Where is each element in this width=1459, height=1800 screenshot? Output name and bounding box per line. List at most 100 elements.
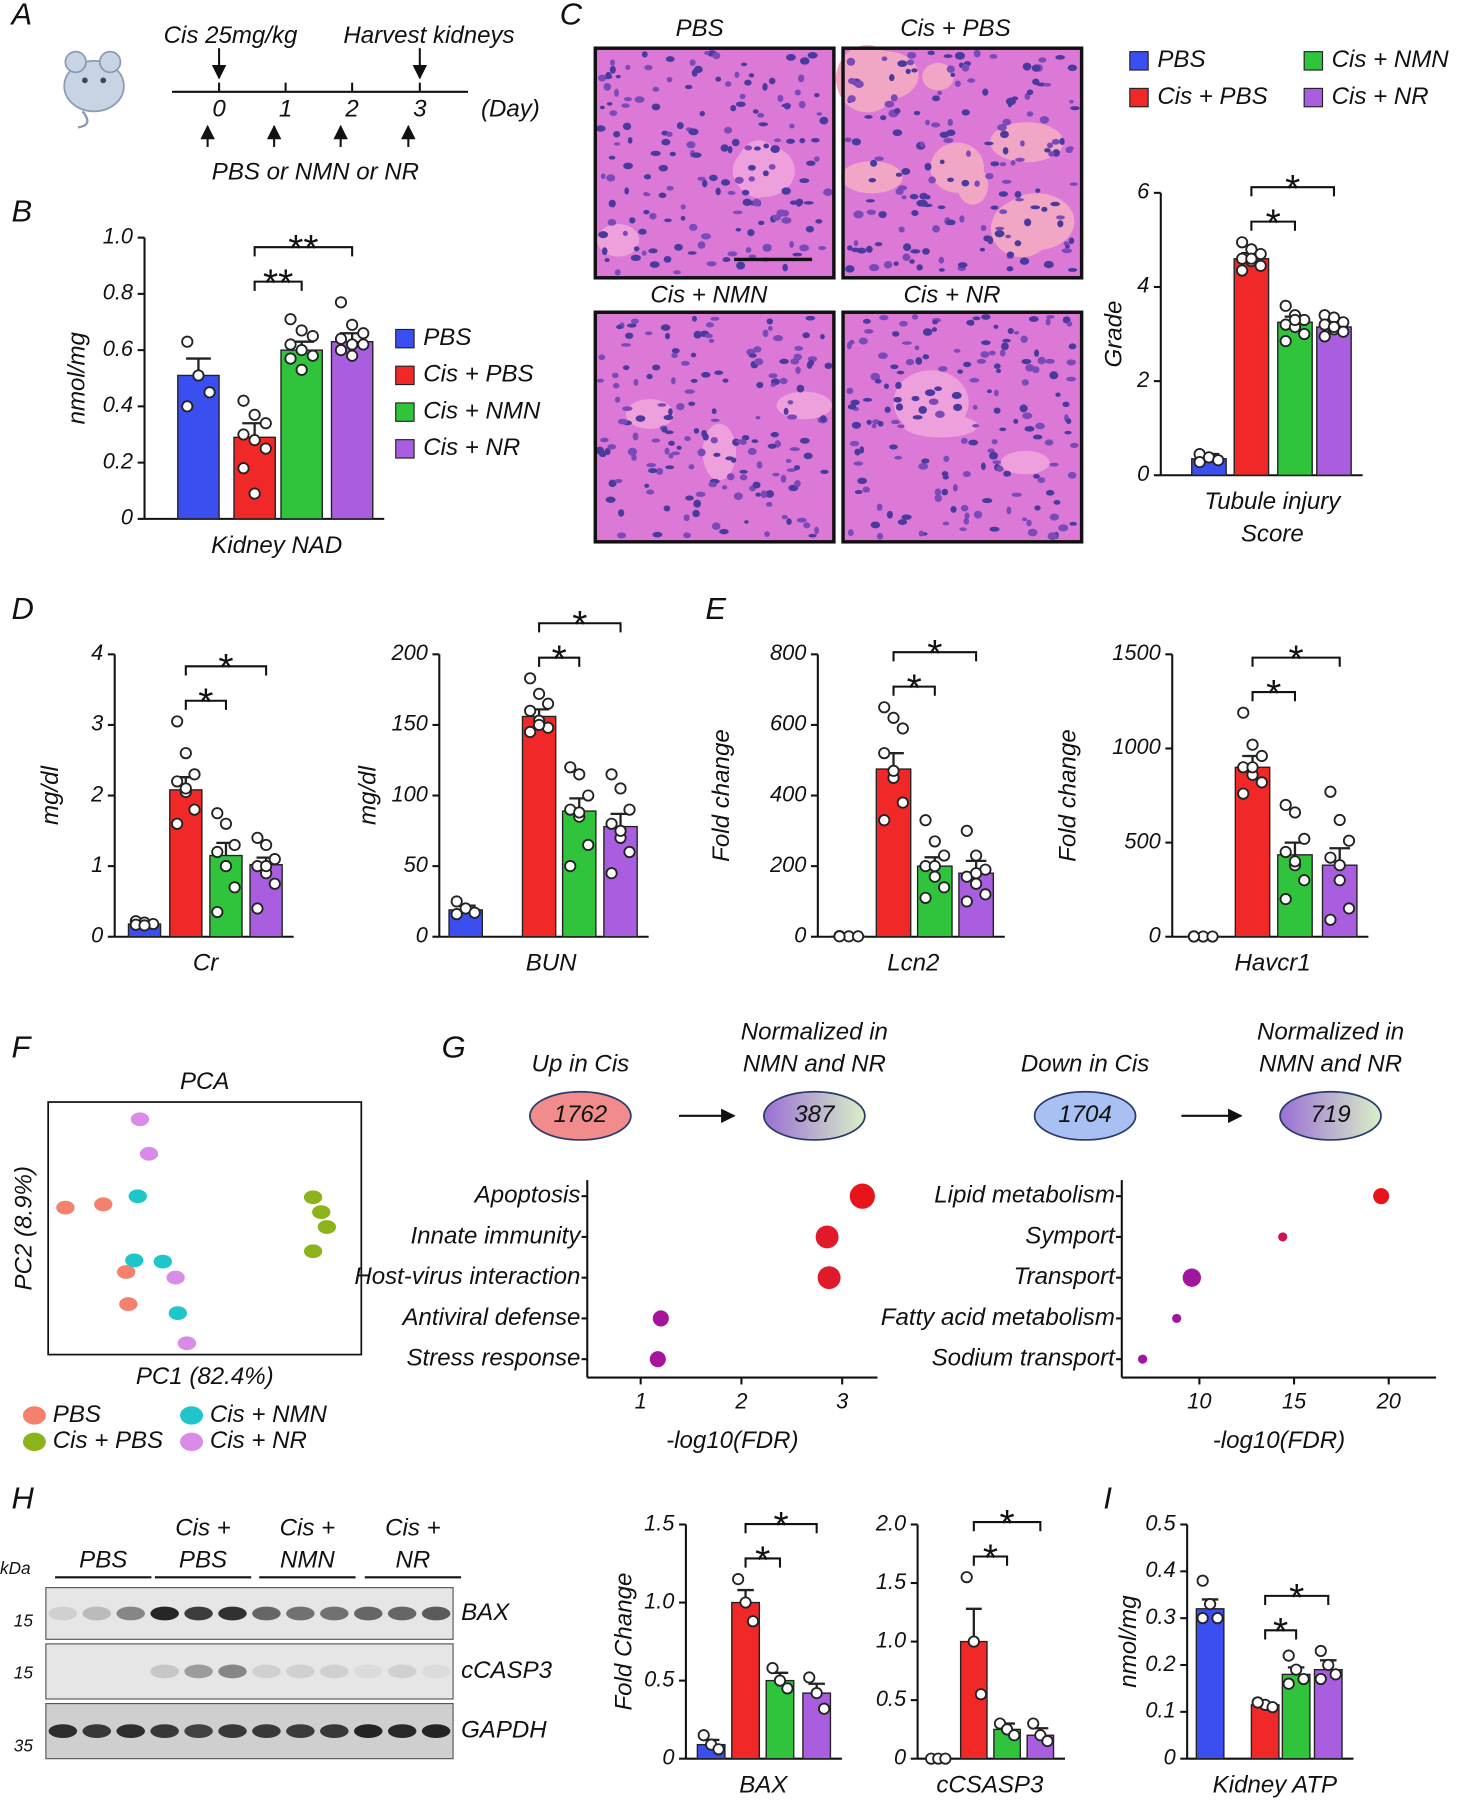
nucleus (894, 455, 903, 460)
nucleus (1062, 401, 1070, 408)
data-point (1196, 1612, 1209, 1625)
x-axis-label: -log10(FDR) (666, 1427, 798, 1454)
nucleus (898, 226, 905, 233)
y-tick-label: 4 (91, 640, 103, 665)
nucleus (671, 377, 676, 385)
band (421, 1724, 451, 1739)
nucleus (598, 74, 607, 82)
panel-letter: H (11, 1481, 34, 1516)
nucleus (1045, 489, 1055, 496)
significance-label: * (1266, 673, 1281, 716)
nucleus (893, 261, 899, 266)
nucleus (979, 247, 986, 252)
nucleus (781, 209, 790, 217)
nucleus (631, 454, 637, 461)
nucleus (786, 414, 798, 420)
y-tick-label: 800 (770, 640, 806, 665)
nucleus (711, 408, 717, 415)
data-point (1279, 299, 1292, 312)
nucleus (853, 240, 859, 247)
data-point (1251, 1696, 1264, 1709)
legend-label: Cis + NMN (1332, 46, 1450, 73)
panel-letter: D (11, 591, 33, 626)
nucleus (690, 378, 698, 383)
nucleus (763, 143, 770, 149)
gene-count: 387 (794, 1101, 836, 1128)
data-point (171, 817, 184, 830)
nucleus (768, 325, 773, 331)
data-point (896, 722, 909, 735)
nucleus (1041, 206, 1048, 212)
nucleus (680, 360, 690, 366)
band (150, 1724, 179, 1739)
nucleus (789, 200, 798, 205)
data-point (1282, 1677, 1295, 1690)
nucleus (755, 492, 762, 497)
nucleus (792, 252, 803, 257)
nucleus (878, 211, 887, 219)
nucleus (897, 519, 908, 525)
nucleus (644, 331, 653, 336)
dot (849, 1183, 875, 1209)
nucleus (658, 192, 667, 199)
nucleus (630, 318, 639, 325)
data-point (573, 768, 586, 781)
nucleus (982, 497, 993, 504)
nucleus (652, 531, 663, 538)
dot (815, 1225, 839, 1249)
label: PBS (676, 15, 724, 42)
nucleus (683, 514, 690, 522)
nucleus (982, 88, 989, 96)
nucleus (850, 399, 860, 406)
nucleus (968, 319, 975, 326)
nucleus (959, 527, 967, 531)
nucleus (889, 444, 898, 450)
nucleus (620, 343, 631, 347)
nucleus (976, 358, 987, 364)
data-point (1246, 738, 1259, 751)
data-point (878, 701, 891, 714)
nucleus (846, 57, 856, 66)
legend-marker (180, 1406, 204, 1425)
nucleus (605, 496, 616, 503)
nucleus (758, 220, 765, 226)
nucleus (1070, 106, 1080, 111)
data-point (1254, 259, 1267, 272)
panel-letter: B (11, 194, 32, 229)
nucleus (999, 427, 1007, 432)
nucleus (739, 439, 747, 445)
nucleus (819, 116, 829, 125)
nucleus (1034, 349, 1040, 357)
nucleus (968, 439, 979, 446)
data-point (188, 768, 201, 781)
band (252, 1606, 281, 1621)
data-point (346, 318, 359, 331)
nucleus (704, 333, 713, 339)
nucleus (865, 199, 875, 203)
nucleus (1069, 521, 1077, 526)
tissue-blob (1000, 450, 1050, 475)
nucleus (772, 214, 781, 221)
nucleus (740, 62, 748, 67)
nucleus (751, 439, 759, 444)
marker-label: 15 (14, 1662, 34, 1682)
data-point (564, 761, 577, 774)
nucleus (1019, 404, 1028, 413)
y-tick-label: 0.5 (1145, 1510, 1176, 1535)
band (387, 1606, 417, 1621)
y-tick-label: Apoptosis (473, 1182, 581, 1209)
lane-group-label: Cis + (175, 1514, 231, 1541)
bar (1233, 258, 1270, 476)
data-point (468, 906, 481, 919)
nucleus (783, 407, 789, 416)
nucleus (789, 240, 795, 248)
y-tick-label: 0.6 (103, 336, 134, 361)
data-point (712, 1743, 725, 1756)
nucleus (649, 261, 660, 268)
data-point (237, 394, 250, 407)
label: Cis + NR (904, 282, 1001, 309)
nucleus (1069, 99, 1074, 104)
blot-strip (45, 1702, 454, 1760)
nucleus (765, 501, 773, 507)
band-label: BAX (461, 1599, 510, 1626)
